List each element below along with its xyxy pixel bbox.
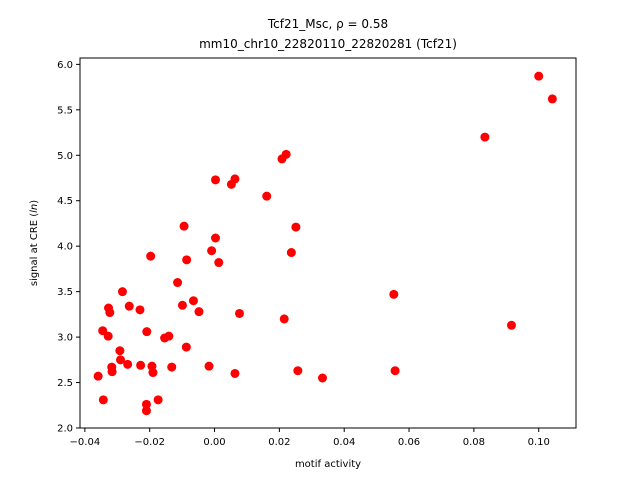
data-point-6 (317, 373, 327, 383)
data-points (93, 71, 557, 416)
data-point-41 (141, 406, 151, 416)
x-tick-label: 0.10 (528, 437, 550, 448)
data-point-25 (173, 278, 183, 288)
y-tick-label: 3.0 (57, 333, 73, 344)
data-point-29 (181, 342, 191, 352)
x-axis: −0.04 −0.02 0.00 0.02 0.04 0.06 0.08 0.10 (70, 428, 550, 448)
data-point-39 (153, 395, 163, 405)
data-point-43 (124, 301, 134, 311)
data-point-47 (103, 331, 113, 341)
data-point-21 (230, 368, 240, 378)
data-point-40 (141, 399, 151, 409)
data-point-34 (135, 305, 145, 315)
y-axis-label-suffix: ) (29, 200, 40, 204)
plot-area-frame (79, 57, 577, 429)
y-axis-label: signal at CRE (ln) (29, 200, 40, 286)
data-point-24 (182, 255, 192, 265)
y-axis-label-prefix: signal at CRE ( (29, 213, 40, 286)
y-tick-label: 4.5 (57, 196, 73, 207)
data-point-50 (123, 359, 133, 369)
data-point-54 (98, 395, 108, 405)
data-point-10 (262, 191, 272, 201)
data-point-28 (194, 307, 204, 317)
data-point-4 (389, 289, 399, 299)
x-tick-label: −0.02 (134, 437, 165, 448)
x-tick-label: 0.04 (333, 437, 355, 448)
x-axis-label: motif activity (295, 459, 361, 470)
y-tick-label: 6.0 (57, 60, 73, 71)
data-point-42 (117, 287, 127, 297)
x-tick-label: 0.08 (463, 437, 485, 448)
data-point-5 (390, 366, 400, 376)
data-point-19 (214, 258, 224, 268)
data-point-45 (105, 308, 115, 318)
data-point-49 (116, 355, 126, 365)
data-point-36 (136, 360, 146, 370)
data-point-26 (177, 300, 187, 310)
data-point-32 (167, 362, 177, 372)
data-point-35 (142, 327, 152, 337)
data-point-23 (179, 221, 189, 231)
y-tick-label: 2.5 (57, 378, 73, 389)
data-point-12 (286, 248, 296, 258)
data-point-0 (534, 71, 544, 81)
x-tick-label: 0.00 (203, 437, 225, 448)
data-point-46 (98, 326, 108, 336)
data-point-18 (207, 246, 217, 256)
data-point-11 (291, 222, 301, 232)
x-tick-label: −0.04 (70, 437, 101, 448)
x-tick-label: 0.06 (398, 437, 420, 448)
data-point-13 (279, 314, 289, 324)
data-point-9 (277, 154, 287, 164)
data-point-15 (226, 179, 236, 189)
data-point-16 (211, 175, 221, 185)
data-point-20 (234, 308, 244, 318)
x-tick-label: 0.02 (268, 437, 290, 448)
data-point-3 (506, 320, 516, 330)
chart-title-line1: Tcf21_Msc, ρ = 0.58 (267, 17, 388, 31)
data-point-2 (480, 132, 490, 142)
data-point-48 (115, 346, 125, 356)
data-point-1 (547, 94, 557, 104)
y-tick-label: 5.0 (57, 151, 73, 162)
y-tick-label: 2.0 (57, 424, 73, 435)
data-point-27 (188, 296, 198, 306)
data-point-38 (148, 368, 158, 378)
y-tick-label: 4.0 (57, 242, 73, 253)
data-point-33 (146, 251, 156, 261)
data-point-7 (293, 366, 303, 376)
y-tick-label: 5.5 (57, 105, 73, 116)
y-axis-label-italic: ln (29, 204, 40, 213)
y-axis: 2.0 2.5 3.0 3.5 4.0 4.5 5.0 5.5 6.0 (57, 60, 80, 435)
data-point-22 (204, 361, 214, 371)
data-point-52 (107, 367, 117, 377)
data-point-17 (211, 233, 221, 243)
data-point-53 (93, 371, 103, 381)
y-tick-label: 3.5 (57, 287, 73, 298)
chart-title-line2: mm10_chr10_22820110_22820281 (Tcf21) (199, 37, 457, 51)
data-point-31 (160, 333, 170, 343)
